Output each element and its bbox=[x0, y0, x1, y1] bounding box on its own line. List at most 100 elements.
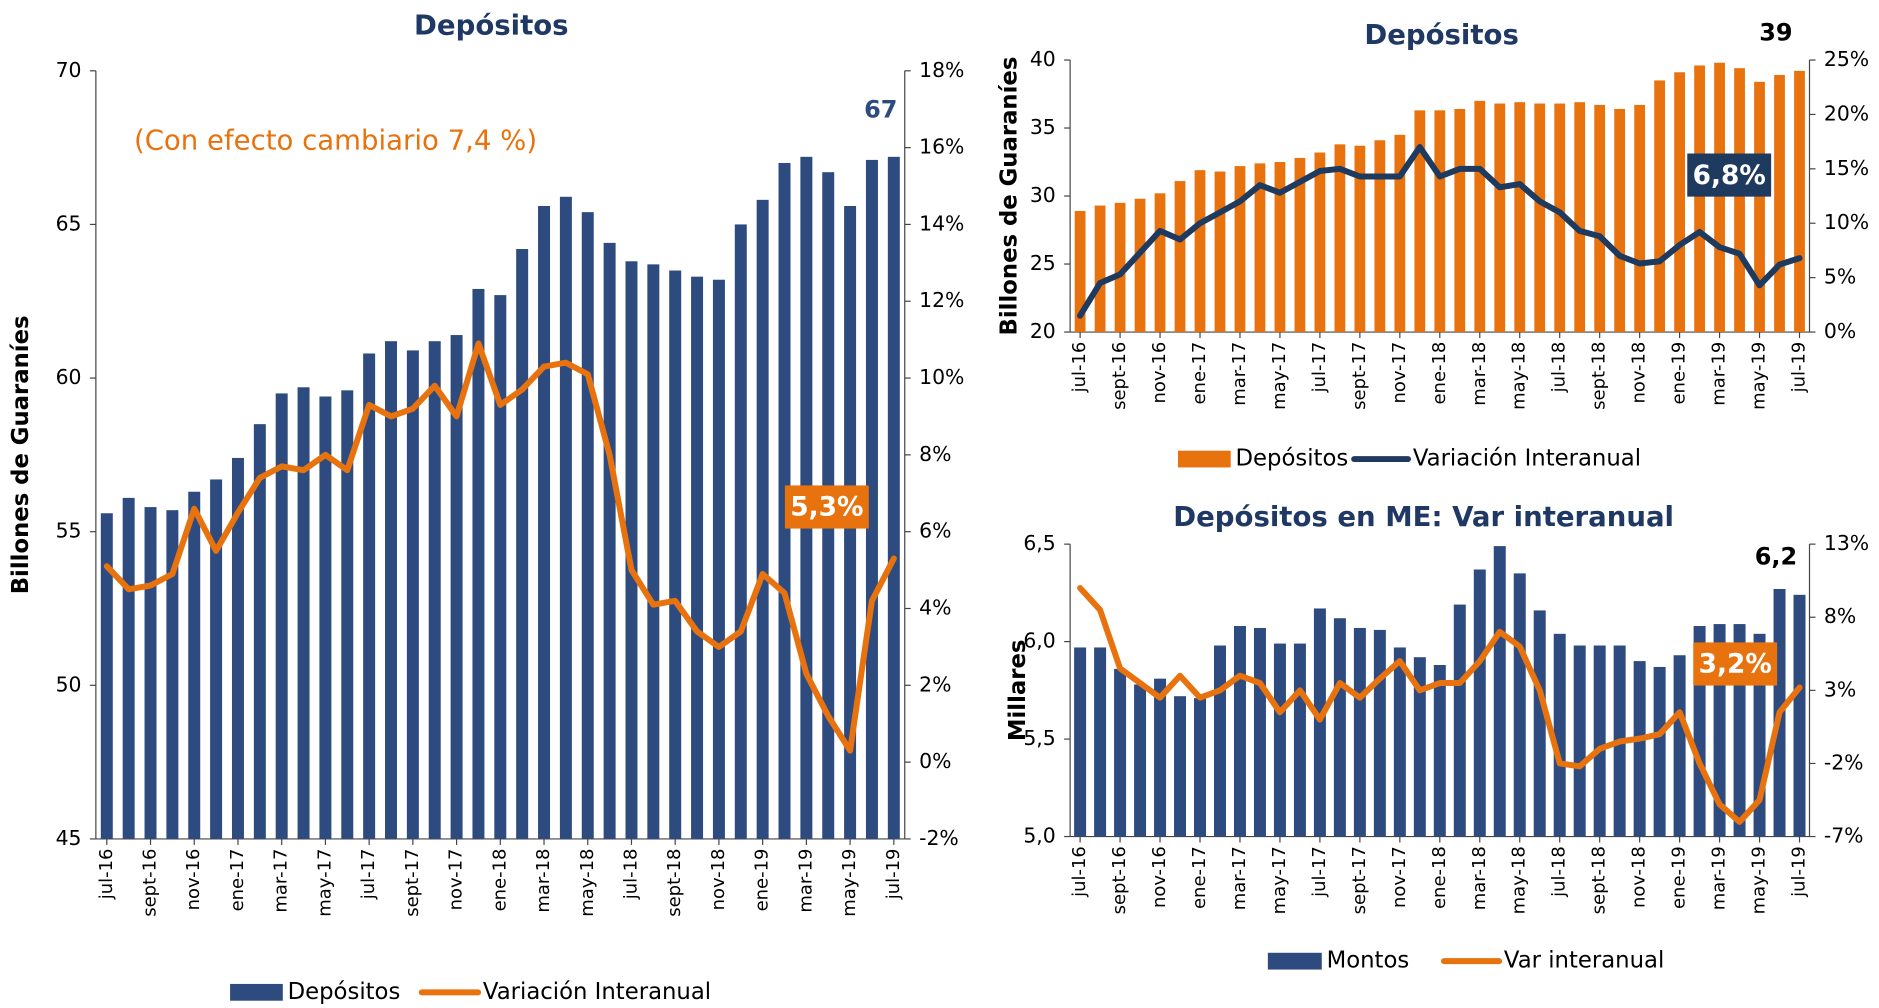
legend-swatch bbox=[230, 983, 283, 1001]
x-tick-label: may-17 bbox=[314, 849, 335, 917]
bar bbox=[778, 162, 791, 839]
x-tick-label: ene-19 bbox=[752, 849, 773, 912]
bar bbox=[253, 424, 266, 839]
bar bbox=[1233, 626, 1246, 837]
y2-tick-label: 18% bbox=[919, 58, 964, 82]
x-tick-label: mar-19 bbox=[795, 849, 816, 913]
x-tick-label: sept-18 bbox=[1589, 846, 1610, 914]
x-tick-label: jul-16 bbox=[1069, 846, 1090, 898]
bar bbox=[1454, 108, 1466, 333]
legend-label: Variación Interanual bbox=[1413, 446, 1641, 472]
y2-tick-label: 0% bbox=[919, 749, 951, 773]
bar bbox=[1414, 110, 1426, 333]
bar bbox=[1573, 645, 1586, 837]
chart-title: Depósitos bbox=[1364, 19, 1519, 51]
y-tick-label: 5,5 bbox=[1023, 726, 1055, 750]
bar bbox=[100, 513, 113, 839]
annotation-box bbox=[784, 485, 869, 529]
bar bbox=[1114, 202, 1126, 333]
x-tick-label: sept-18 bbox=[664, 849, 685, 917]
y2-tick-label: 6% bbox=[919, 519, 951, 543]
bar bbox=[1533, 610, 1546, 837]
bar bbox=[669, 270, 682, 839]
bar bbox=[1433, 665, 1446, 837]
chart-title: Depósitos en ME: Var interanual bbox=[1173, 501, 1674, 533]
bar bbox=[538, 205, 551, 839]
x-tick-label: jul-18 bbox=[1549, 342, 1570, 394]
bar bbox=[1354, 145, 1366, 333]
bar bbox=[1473, 569, 1486, 837]
x-tick-label: ene-19 bbox=[1669, 342, 1690, 405]
bar bbox=[1394, 134, 1406, 333]
bar bbox=[1134, 684, 1147, 837]
x-tick-label: may-17 bbox=[1269, 342, 1290, 410]
bar bbox=[1194, 698, 1207, 837]
y2-tick-label: 5% bbox=[1824, 265, 1856, 289]
bar bbox=[887, 156, 900, 839]
bar bbox=[385, 341, 397, 839]
bar bbox=[1234, 166, 1246, 333]
x-tick-label: mar-19 bbox=[1709, 342, 1730, 406]
x-tick-label: jul-18 bbox=[620, 849, 641, 901]
bar bbox=[1154, 193, 1166, 333]
y2-tick-label: 15% bbox=[1824, 156, 1869, 180]
x-tick-label: sept-17 bbox=[402, 849, 423, 917]
bar bbox=[1214, 645, 1226, 837]
x-tick-label: ene-18 bbox=[489, 849, 510, 912]
y2-tick-label: 25% bbox=[1824, 47, 1869, 71]
x-tick-label: ene-17 bbox=[1189, 846, 1210, 909]
x-tick-label: nov-17 bbox=[1389, 342, 1410, 404]
y2-tick-label: 20% bbox=[1824, 101, 1869, 125]
y-tick-label: 30 bbox=[1030, 183, 1056, 207]
bar bbox=[319, 396, 332, 839]
legend-label: Depósitos bbox=[288, 979, 401, 1005]
bar bbox=[559, 196, 572, 839]
bar bbox=[1793, 594, 1806, 837]
bar bbox=[1653, 666, 1666, 837]
x-tick-label: may-19 bbox=[1749, 342, 1770, 410]
bar bbox=[1114, 668, 1127, 837]
bar bbox=[691, 276, 704, 839]
x-tick-label: sept-17 bbox=[1349, 846, 1370, 914]
bar bbox=[1293, 643, 1306, 837]
y-tick-label: 50 bbox=[56, 672, 82, 696]
y-tick-label: 40 bbox=[1030, 47, 1056, 71]
bar bbox=[1094, 205, 1106, 333]
x-tick-label: may-18 bbox=[577, 849, 598, 917]
bar bbox=[1214, 171, 1226, 333]
bar bbox=[1253, 627, 1266, 837]
y-tick-label: 6,0 bbox=[1023, 629, 1055, 653]
y2-tick-label: -7% bbox=[1824, 824, 1864, 848]
bar bbox=[494, 295, 507, 839]
legend-swatch bbox=[1177, 450, 1231, 468]
legend-label: Depósitos bbox=[1235, 446, 1348, 472]
x-tick-label: nov-18 bbox=[1629, 342, 1650, 404]
bar bbox=[1333, 618, 1346, 837]
bar bbox=[1474, 100, 1486, 333]
x-tick-label: mar-18 bbox=[1469, 846, 1490, 910]
y2-tick-label: -2% bbox=[919, 826, 959, 850]
bar bbox=[516, 249, 529, 839]
bar bbox=[188, 491, 201, 839]
x-tick-label: jul-17 bbox=[1309, 846, 1330, 898]
bar bbox=[1633, 661, 1646, 837]
x-tick-label: jul-16 bbox=[1069, 342, 1090, 394]
bar bbox=[231, 457, 244, 839]
bar bbox=[1374, 140, 1386, 333]
y2-tick-label: 8% bbox=[1824, 604, 1856, 628]
bar bbox=[341, 390, 354, 839]
x-tick-label: may-18 bbox=[1509, 846, 1530, 914]
x-tick-label: nov-16 bbox=[1149, 846, 1170, 908]
x-tick-label: jul-18 bbox=[1549, 846, 1570, 898]
bar bbox=[1574, 102, 1586, 333]
bar bbox=[144, 507, 157, 839]
y-axis-label: Billones de Guaraníes bbox=[997, 57, 1023, 336]
x-tick-label: jul-19 bbox=[1789, 342, 1810, 394]
bar bbox=[1693, 626, 1706, 837]
x-tick-label: sept-18 bbox=[1589, 342, 1610, 410]
y2-tick-label: 10% bbox=[1824, 210, 1869, 234]
x-tick-label: jul-19 bbox=[883, 849, 904, 901]
bar bbox=[1413, 657, 1426, 837]
bar bbox=[1794, 70, 1805, 333]
